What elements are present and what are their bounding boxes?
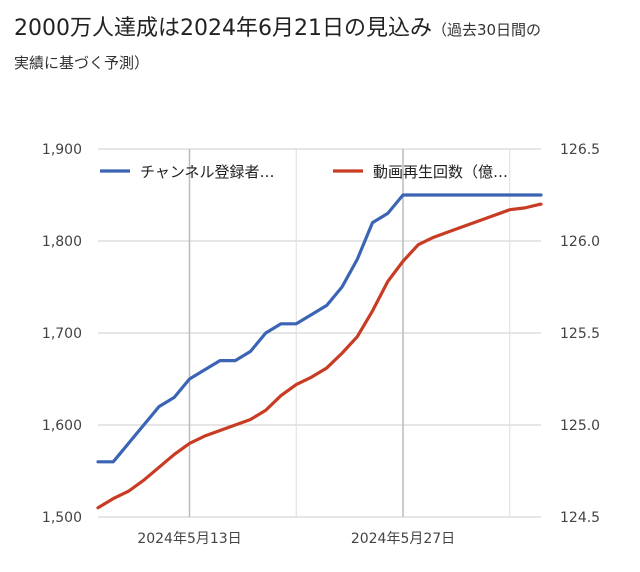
axis-layer: 1,500 1,600 1,700 1,800 1,900 124.5 125.0 125.5… — [42, 142, 600, 547]
y-left-tick-label: 1,800 — [42, 234, 82, 250]
y-right-tick-label: 125.0 — [560, 418, 600, 434]
y-right-tick-label: 125.5 — [560, 326, 600, 342]
y-left-tick-label: 1,600 — [42, 418, 82, 434]
y-left-tick-label: 1,700 — [42, 326, 82, 342]
series-layer — [96, 193, 543, 510]
chart-title-sub-part1: （過去30日間の — [431, 21, 542, 39]
y-left-tick-label: 1,900 — [42, 142, 82, 158]
series-line-subscribers — [96, 193, 543, 464]
chart-title: 2000万人達成は2024年6月21日の見込み（過去30日間の 実績に基づく予測… — [14, 14, 626, 81]
grid-layer — [98, 148, 541, 518]
series-line-views — [96, 202, 543, 510]
legend-label-subscribers: チャンネル登録者… — [140, 163, 275, 181]
x-tick-label: 2024年5月13日 — [137, 531, 241, 547]
y-right-tick-label: 124.5 — [560, 510, 600, 526]
x-tick-label: 2024年5月27日 — [351, 531, 455, 547]
y-right-tick-label: 126.5 — [560, 142, 600, 158]
chart-title-sub-part2: 実績に基づく予測） — [14, 54, 150, 72]
chart-title-main: 2000万人達成は2024年6月21日の見込み — [14, 16, 432, 41]
y-right-tick-label: 126.0 — [560, 234, 600, 250]
legend-label-views: 動画再生回数（億… — [373, 163, 508, 181]
legend: チャンネル登録者… 動画再生回数（億… — [100, 163, 508, 181]
y-left-tick-label: 1,500 — [42, 510, 82, 526]
